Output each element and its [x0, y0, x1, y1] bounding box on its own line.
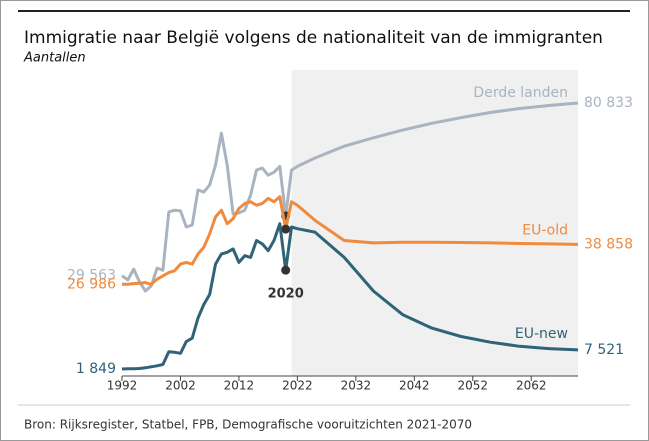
projection-area: [291, 70, 578, 376]
series-name: Derde landen: [473, 85, 568, 101]
value-label: 80 833: [584, 95, 633, 111]
series-name: EU-old: [522, 222, 568, 238]
point-marker: [281, 224, 291, 234]
point-marker: [281, 265, 291, 275]
x-tick-label: 2012: [224, 379, 255, 393]
series-name: EU-new: [515, 326, 568, 342]
x-tick-label: 1992: [107, 379, 138, 393]
chart-title: Immigratie naar België volgens de nation…: [24, 28, 603, 48]
x-tick-label: 2002: [165, 379, 196, 393]
top-rule: [18, 10, 630, 12]
value-label: 38 858: [584, 236, 633, 252]
series-line: [121, 101, 579, 293]
x-tick-label: 2062: [516, 379, 547, 393]
x-tick-label: 2052: [457, 379, 488, 393]
value-label: 1 849: [76, 361, 116, 377]
value-label: 7 521: [584, 342, 624, 358]
x-tick-label: 2032: [341, 379, 372, 393]
source: Bron: Rijksregister, Statbel, FPB, Demog…: [24, 418, 472, 432]
value-label: 26 986: [67, 276, 116, 292]
chart-subtitle: Aantallen: [23, 51, 86, 66]
x-tick-label: 2042: [399, 379, 430, 393]
x-tick-label: 2022: [282, 379, 313, 393]
annotation: 2020: [268, 287, 304, 302]
series-line: [122, 195, 579, 286]
series-line: [121, 222, 579, 371]
value-label: 29 563: [67, 268, 116, 284]
